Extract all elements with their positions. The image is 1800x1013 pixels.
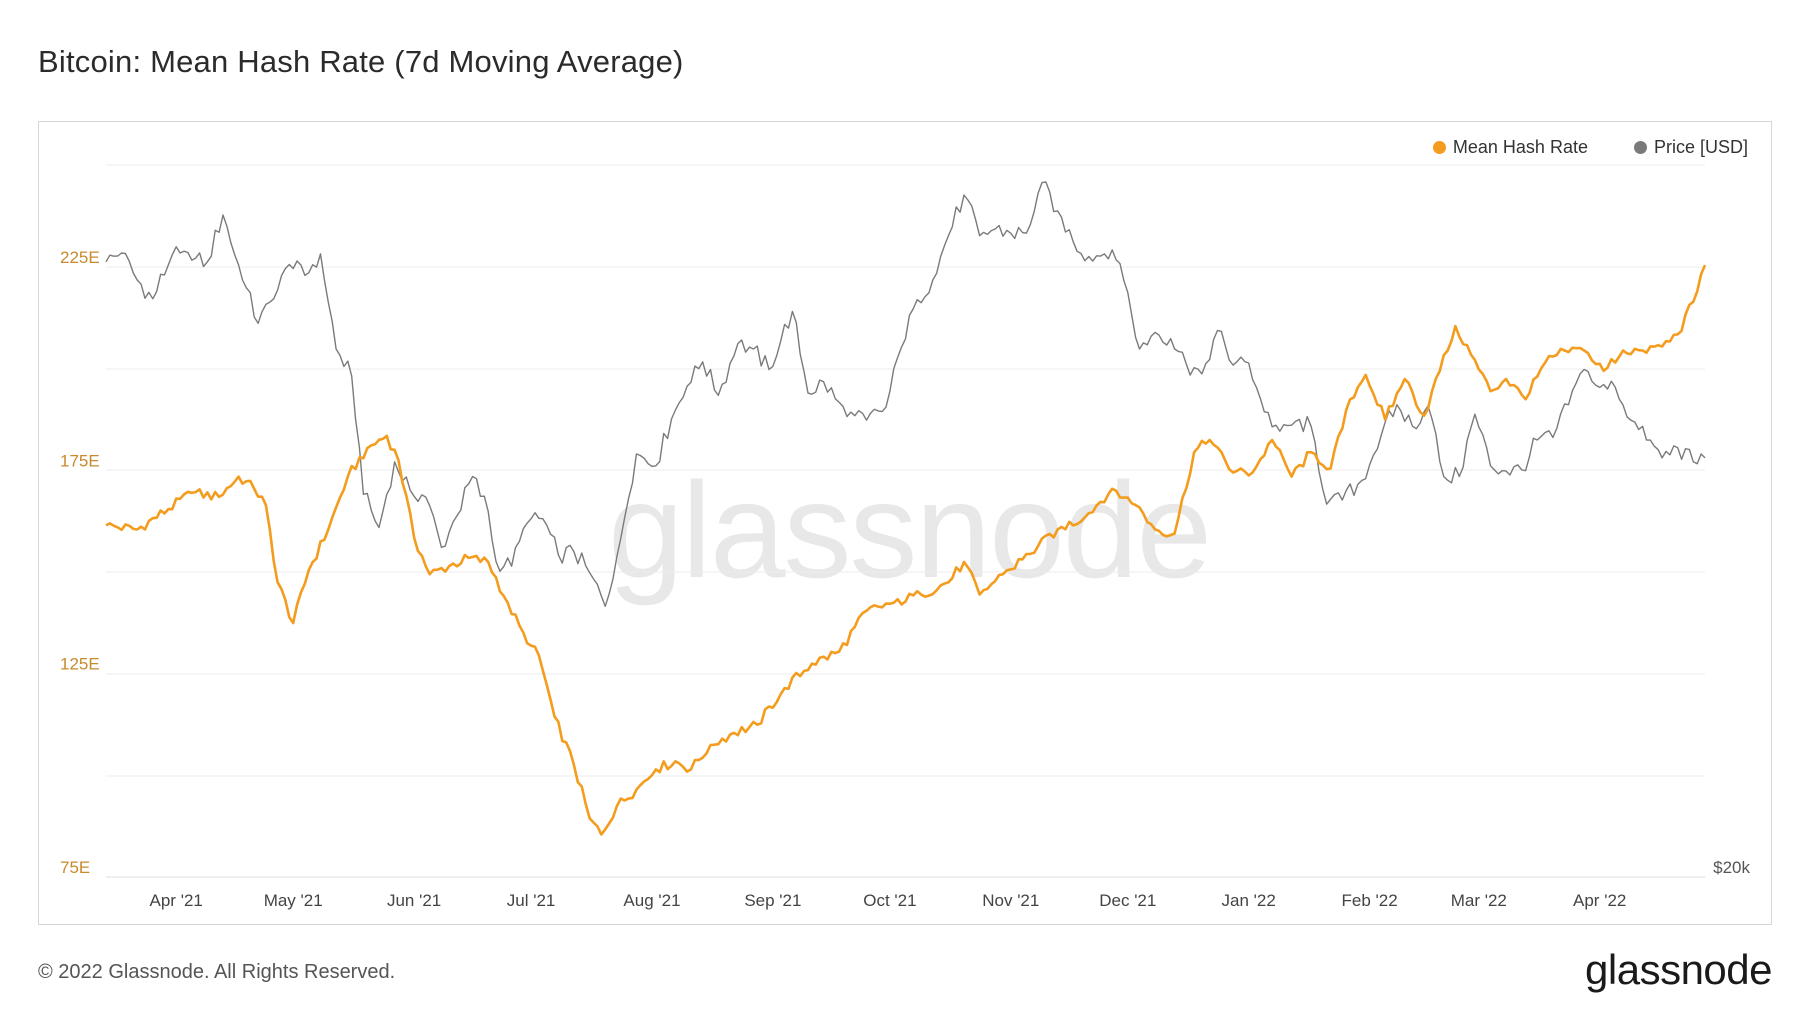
x-tick-label: Jul '21 bbox=[507, 891, 556, 910]
y-right-tick-label: $20k bbox=[1713, 858, 1750, 877]
y-left-tick-label: 125E bbox=[60, 655, 100, 674]
x-tick-label: Mar '22 bbox=[1451, 891, 1507, 910]
x-tick-label: May '21 bbox=[264, 891, 323, 910]
x-tick-label: Aug '21 bbox=[623, 891, 680, 910]
legend-label-hash-rate: Mean Hash Rate bbox=[1452, 137, 1588, 157]
hash-rate-series-line bbox=[105, 264, 1707, 836]
legend-item-hash-rate[interactable]: Mean Hash Rate bbox=[1432, 137, 1588, 158]
chart-legend: Mean Hash Rate Price [USD] bbox=[1432, 137, 1748, 158]
x-tick-label: Nov '21 bbox=[982, 891, 1039, 910]
price-series-line bbox=[105, 181, 1706, 607]
x-tick-label: Oct '21 bbox=[863, 891, 916, 910]
x-tick-label: Jun '21 bbox=[387, 891, 441, 910]
chart-title: Bitcoin: Mean Hash Rate (7d Moving Avera… bbox=[38, 44, 684, 79]
y-left-tick-label: 175E bbox=[60, 451, 100, 470]
y-left-tick-label: 75E bbox=[60, 858, 90, 877]
x-tick-label: Apr '22 bbox=[1573, 891, 1626, 910]
x-tick-label: Jan '22 bbox=[1222, 891, 1276, 910]
legend-label-price: Price [USD] bbox=[1653, 137, 1748, 157]
chart-frame bbox=[38, 121, 1772, 925]
x-tick-label: Sep '21 bbox=[744, 891, 801, 910]
copyright-footer: © 2022 Glassnode. All Rights Reserved. bbox=[38, 961, 396, 983]
x-tick-label: Dec '21 bbox=[1099, 891, 1156, 910]
x-tick-label: Feb '22 bbox=[1342, 891, 1398, 910]
x-tick-label: Apr '21 bbox=[150, 891, 203, 910]
legend-dot-price bbox=[1633, 141, 1647, 154]
legend-dot-hash-rate bbox=[1432, 141, 1446, 154]
brand-logo: glassnode bbox=[1585, 946, 1772, 993]
legend-item-price[interactable]: Price [USD] bbox=[1633, 137, 1748, 158]
y-left-tick-label: 225E bbox=[60, 248, 100, 267]
